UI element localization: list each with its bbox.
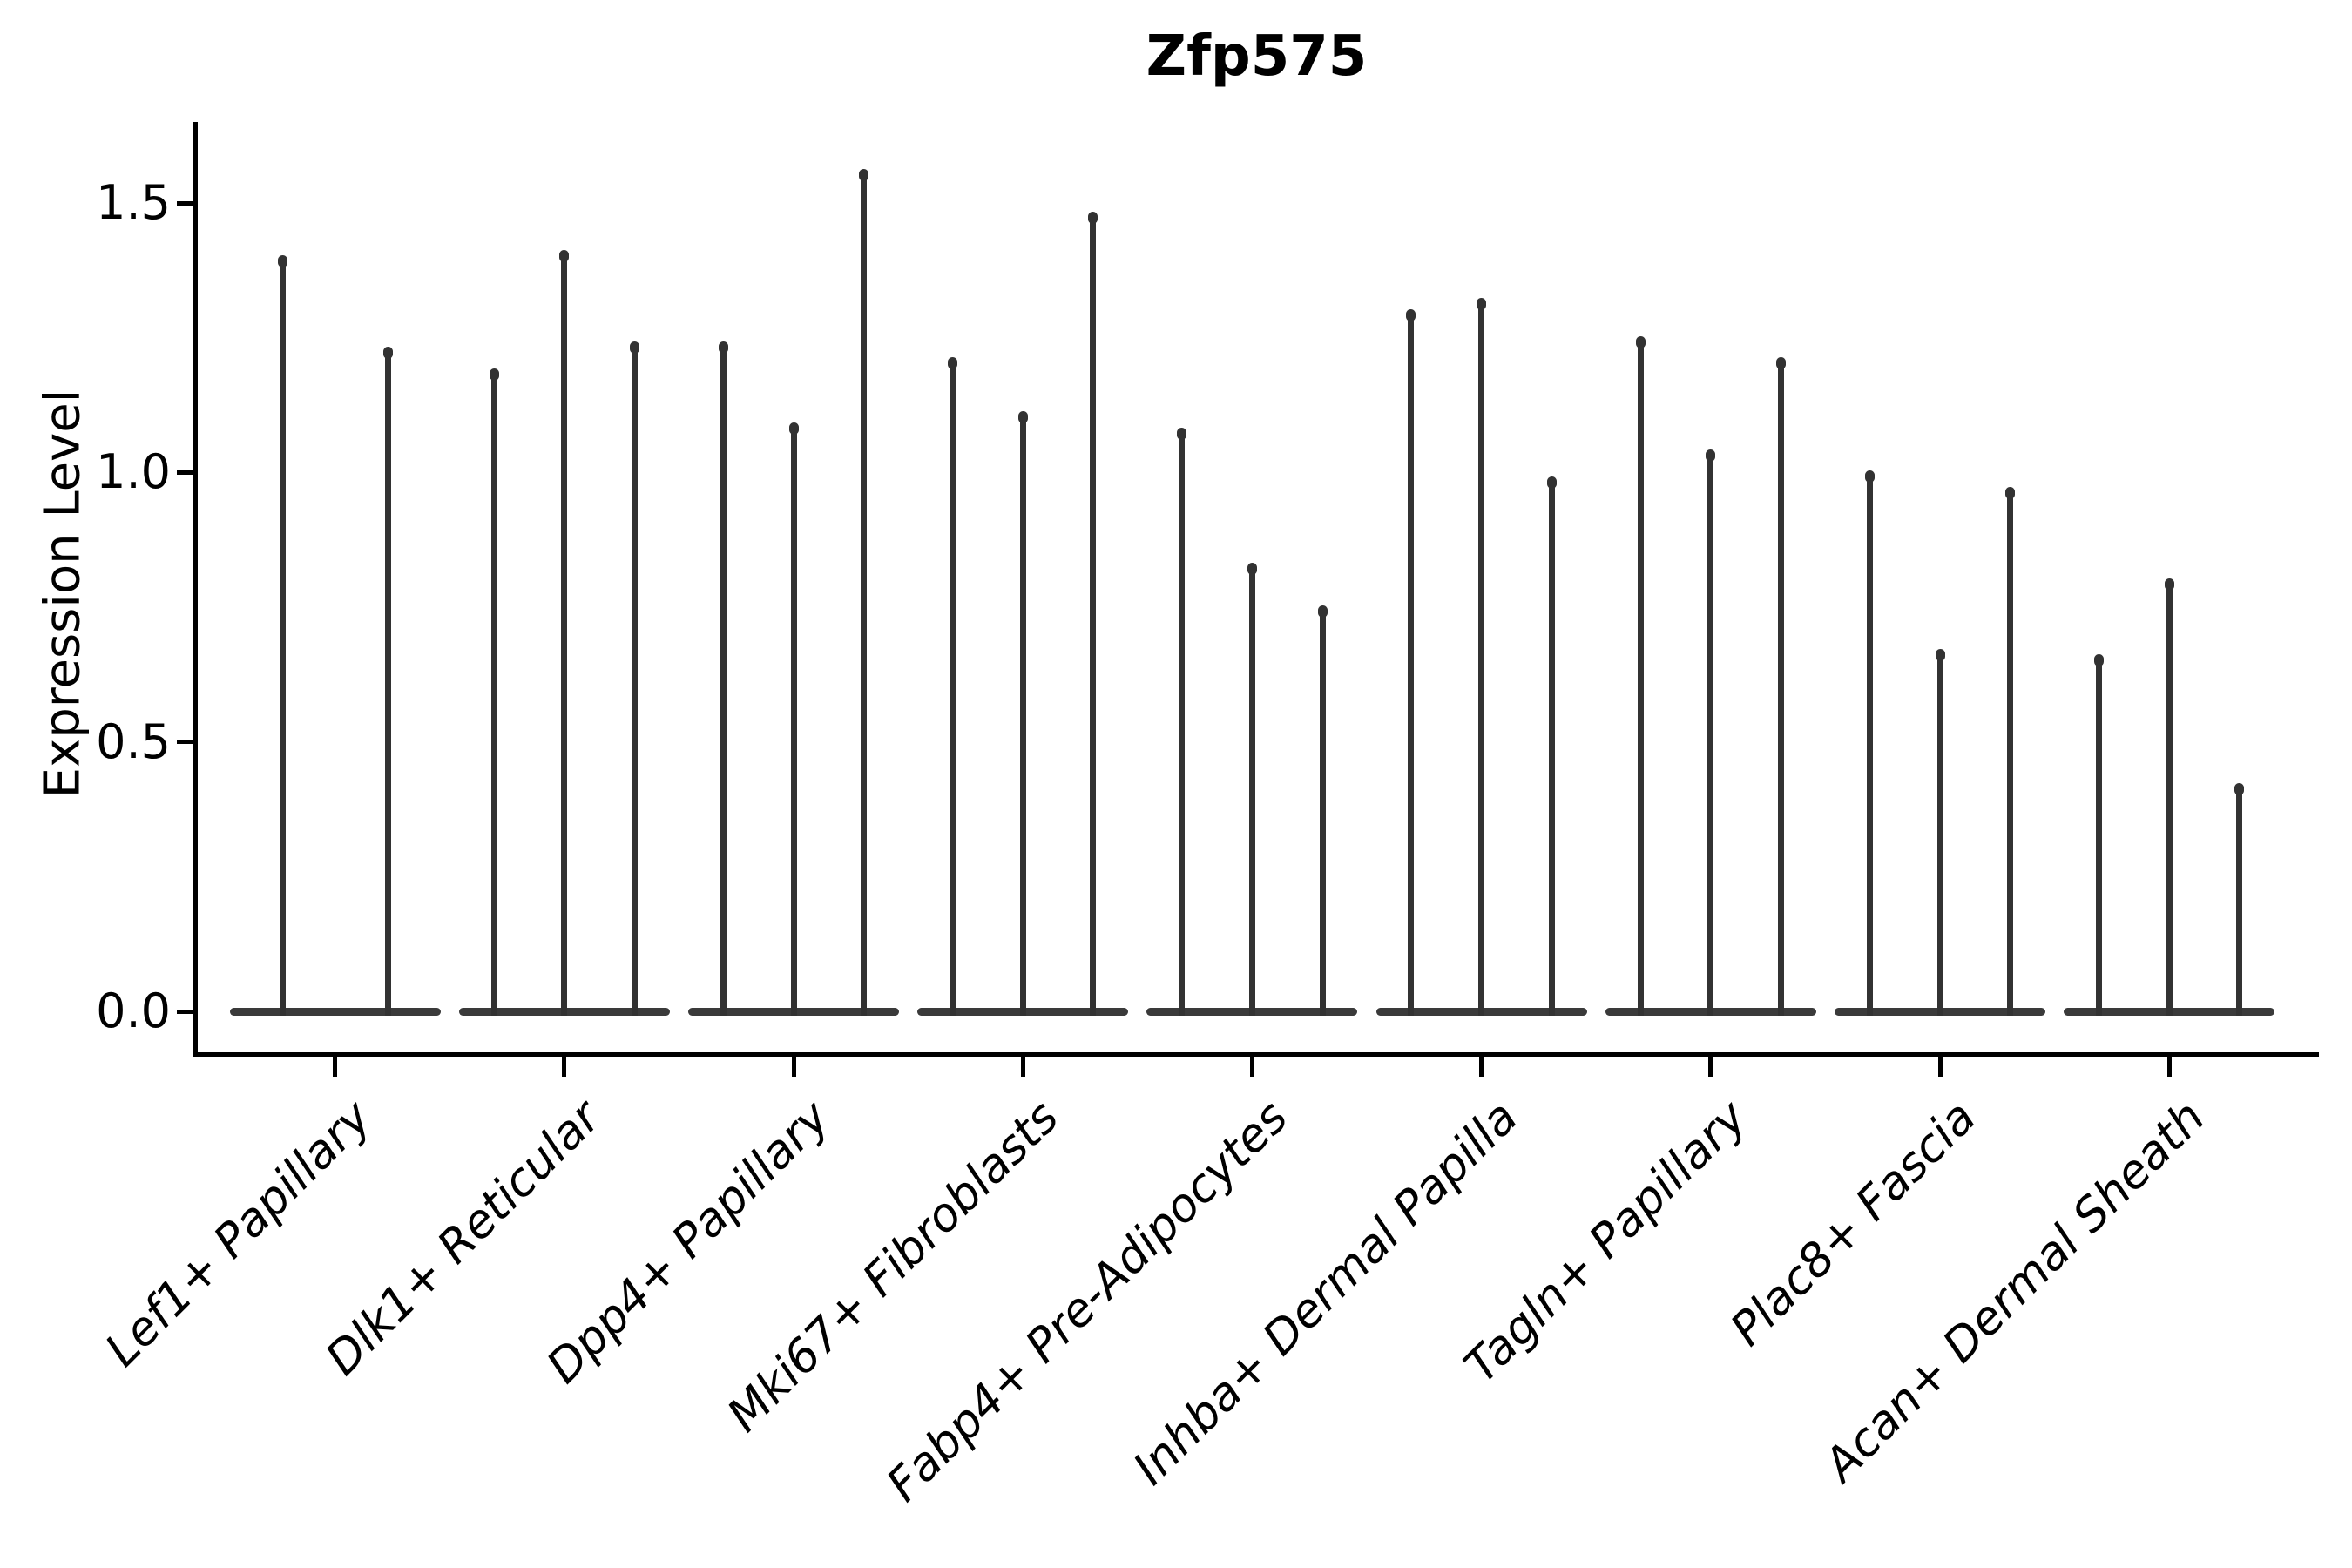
- violin-needle-tip: [1247, 562, 1257, 575]
- violin-needle: [2234, 783, 2245, 1016]
- violin-needle: [382, 347, 393, 1016]
- x-tick-mark: [791, 1057, 796, 1077]
- x-axis-spine: [193, 1052, 2319, 1057]
- x-tick-label: Inhba+ Dermal Papilla: [1123, 1091, 1528, 1496]
- y-tick-mark: [177, 200, 193, 206]
- violin-needle-tip: [489, 368, 499, 381]
- violin-needle: [718, 341, 728, 1016]
- x-tick-mark: [2166, 1057, 2172, 1077]
- violin-needle-tip: [629, 341, 639, 354]
- violin-needle-tip: [1406, 308, 1416, 321]
- y-tick-label: 0.5: [96, 713, 171, 769]
- x-tick-label: Tagln+ Papillary: [1454, 1091, 1757, 1394]
- y-tick-mark: [177, 470, 193, 475]
- x-tick-mark: [1708, 1057, 1713, 1077]
- x-tick-mark: [333, 1057, 338, 1077]
- violin-needle: [2094, 653, 2105, 1016]
- violin-needle-tip: [1017, 411, 1028, 424]
- violin-needle: [1864, 470, 1875, 1016]
- violin-needle-tip: [1775, 357, 1786, 370]
- y-tick-label: 1.0: [96, 444, 171, 500]
- y-tick-label: 0.0: [96, 983, 171, 1038]
- x-tick-mark: [1020, 1057, 1025, 1077]
- x-tick-mark: [562, 1057, 567, 1077]
- violin-needle: [1546, 476, 1557, 1016]
- violin-needle: [1317, 605, 1328, 1016]
- violin-needle-tip: [277, 254, 287, 267]
- x-tick-mark: [1937, 1057, 1943, 1077]
- violin-needle: [1775, 357, 1786, 1016]
- x-tick-label: Plac8+ Fascia: [1720, 1091, 1987, 1356]
- violin-needle-tip: [382, 347, 393, 360]
- violin-needle: [1247, 562, 1257, 1016]
- violin-needle: [1477, 298, 1487, 1016]
- violin-needle-tip: [2094, 653, 2105, 666]
- violin-needle-tip: [1477, 298, 1487, 311]
- violin-needle-tip: [1546, 476, 1557, 489]
- violin-base: [229, 1008, 441, 1016]
- violin-needle: [629, 341, 639, 1016]
- violin-needle: [2005, 486, 2016, 1016]
- violin-needle-tip: [788, 422, 799, 435]
- violin-needle: [489, 368, 499, 1016]
- violin-needle-tip: [2234, 783, 2245, 796]
- violin-needle-tip: [1864, 470, 1875, 483]
- violin-needle: [1635, 335, 1646, 1016]
- x-tick-label: Mki67+ Fibroblasts: [717, 1091, 1070, 1443]
- violin-needle: [1088, 212, 1098, 1016]
- violin-needle: [859, 168, 869, 1016]
- violin-needle-tip: [1635, 335, 1646, 348]
- violin-needle: [788, 422, 799, 1016]
- violin-needle-tip: [2005, 486, 2016, 499]
- violin-needle-tip: [859, 168, 869, 181]
- violin-needle-tip: [2164, 578, 2174, 591]
- x-tick-mark: [1249, 1057, 1254, 1077]
- y-tick-label: 1.5: [96, 175, 171, 231]
- violin-needle: [1406, 308, 1416, 1016]
- violin-needle: [1017, 411, 1028, 1016]
- violin-needle-tip: [1935, 648, 1945, 661]
- violin-needle-tip: [1177, 427, 1187, 440]
- violin-needle: [1177, 427, 1187, 1016]
- x-tick-label: Acan+ Dermal Sheath: [1814, 1091, 2216, 1492]
- violin-needle: [1935, 648, 1945, 1016]
- x-tick-mark: [1479, 1057, 1484, 1077]
- y-tick-mark: [177, 1009, 193, 1014]
- violin-needle-tip: [948, 357, 958, 370]
- violin-needle: [2164, 578, 2174, 1016]
- violin-needle-tip: [1706, 449, 1716, 462]
- y-tick-mark: [177, 740, 193, 745]
- violin-needle-tip: [559, 249, 570, 262]
- violin-needle: [1706, 449, 1716, 1016]
- violin-needle: [559, 249, 570, 1016]
- violin-needle: [277, 254, 287, 1016]
- y-axis-spine: [193, 122, 198, 1057]
- x-tick-label: Fabp4+ Pre-Adipocytes: [876, 1091, 1299, 1512]
- y-axis-label: Expression Level: [34, 389, 91, 799]
- x-tick-label: Dlk1+ Reticular: [315, 1091, 611, 1386]
- violin-needle: [948, 357, 958, 1016]
- x-tick-label: Dpp4+ Papillary: [537, 1091, 841, 1394]
- violin-needle-tip: [1317, 605, 1328, 618]
- chart-title: Zfp575: [1146, 24, 1368, 89]
- violin-needle-tip: [1088, 212, 1098, 225]
- violin-needle-tip: [718, 341, 728, 354]
